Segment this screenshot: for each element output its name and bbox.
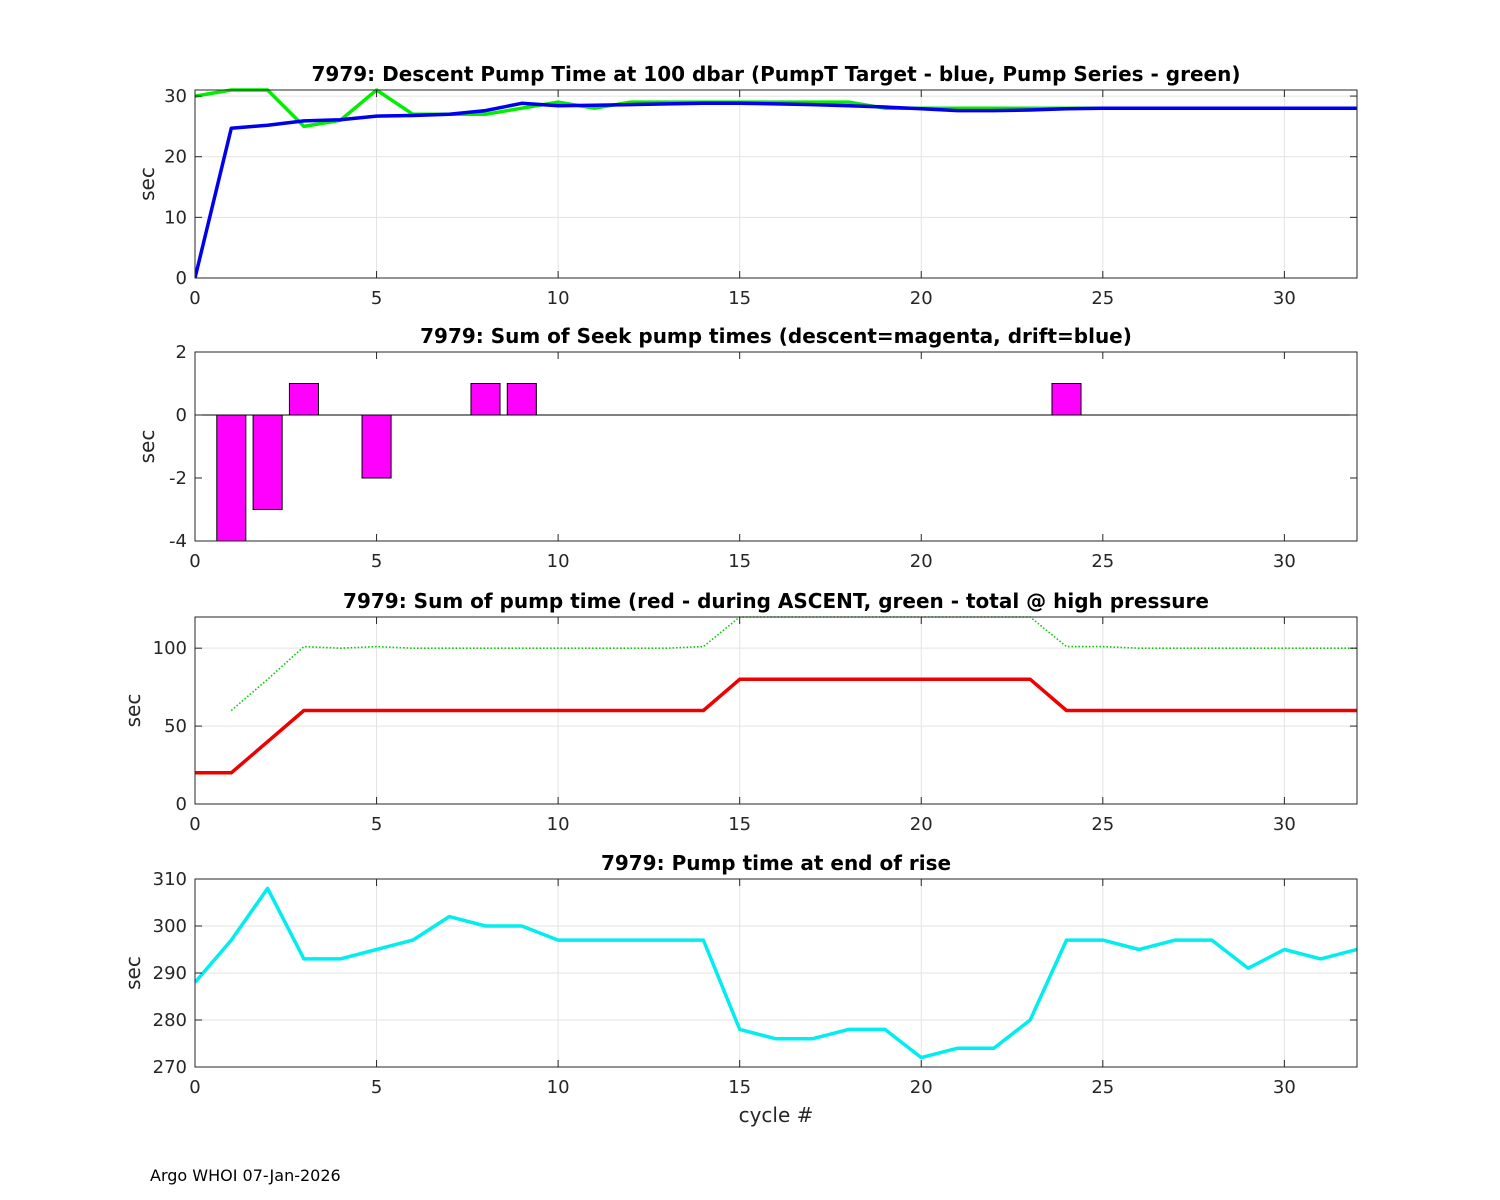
x-tick-label: 30 bbox=[1273, 551, 1296, 572]
plot-area bbox=[195, 90, 1357, 278]
x-tick-label: 0 bbox=[189, 1077, 200, 1098]
footer-credit: Argo WHOI 07-Jan-2026 bbox=[150, 1166, 341, 1185]
x-tick-label: 15 bbox=[728, 288, 751, 309]
bar bbox=[506, 383, 537, 416]
axes-box bbox=[194, 616, 1358, 805]
x-tick-label: 10 bbox=[547, 1077, 570, 1098]
y-tick-label: 310 bbox=[153, 869, 187, 890]
y-tick-label: 300 bbox=[153, 916, 187, 937]
bar bbox=[288, 383, 319, 416]
x-tick-label: 20 bbox=[910, 814, 933, 835]
y-tick-label: 270 bbox=[153, 1057, 187, 1078]
chart-title: 7979: Descent Pump Time at 100 dbar (Pum… bbox=[312, 62, 1241, 86]
y-tick-label: 290 bbox=[153, 963, 187, 984]
y-tick-label: -2 bbox=[169, 468, 187, 489]
y-tick-label: 20 bbox=[164, 147, 187, 168]
x-tick-label: 25 bbox=[1091, 288, 1114, 309]
y-tick-label: 0 bbox=[176, 405, 187, 426]
y-tick-label: 280 bbox=[153, 1010, 187, 1031]
x-tick-label: 20 bbox=[910, 1077, 933, 1098]
bar bbox=[216, 414, 247, 542]
y-tick-label: 50 bbox=[164, 716, 187, 737]
x-tick-label: 20 bbox=[910, 551, 933, 572]
x-tick-label: 10 bbox=[547, 288, 570, 309]
bar bbox=[1051, 383, 1082, 416]
x-tick-label: 5 bbox=[371, 288, 382, 309]
x-tick-label: 0 bbox=[189, 551, 200, 572]
chart-panel-1: 0 5 10 15 20 25 30 0 10 20 30 7979: Descent Pump Ti… bbox=[135, 62, 1358, 309]
bar bbox=[361, 414, 392, 479]
chart-panel-2: 0 5 10 15 20 25 30 -4 -2 0 2 7979: Sum of Seek pump… bbox=[135, 324, 1358, 572]
x-tick-label: 5 bbox=[371, 1077, 382, 1098]
y-tick-label: -4 bbox=[169, 531, 187, 552]
x-tick-label: 15 bbox=[728, 551, 751, 572]
x-tick-label: 30 bbox=[1273, 814, 1296, 835]
x-tick-label: 20 bbox=[910, 288, 933, 309]
x-tick-label: 0 bbox=[189, 288, 200, 309]
x-tick-label: 15 bbox=[728, 814, 751, 835]
x-tick-label: 15 bbox=[728, 1077, 751, 1098]
bar bbox=[470, 383, 501, 416]
y-tick-label: 10 bbox=[164, 207, 187, 228]
y-axis-label: sec bbox=[135, 167, 159, 201]
y-tick-label: 30 bbox=[164, 86, 187, 107]
axes-box bbox=[194, 89, 1358, 279]
x-tick-label: 30 bbox=[1273, 288, 1296, 309]
y-axis-label: sec bbox=[121, 956, 145, 990]
x-axis-label: cycle # bbox=[739, 1103, 814, 1127]
chart-title: 7979: Sum of pump time (red - during ASC… bbox=[343, 589, 1209, 613]
x-tick-label: 25 bbox=[1091, 1077, 1114, 1098]
x-tick-label: 25 bbox=[1091, 814, 1114, 835]
x-tick-label: 25 bbox=[1091, 551, 1114, 572]
y-axis-label: sec bbox=[121, 694, 145, 728]
chart-title: 7979: Pump time at end of rise bbox=[601, 851, 951, 875]
x-tick-label: 5 bbox=[371, 814, 382, 835]
series-line-2 bbox=[195, 101, 1357, 279]
axes-box bbox=[194, 351, 1358, 542]
bar bbox=[252, 414, 283, 510]
y-tick-label: 100 bbox=[153, 638, 187, 659]
x-tick-label: 10 bbox=[547, 814, 570, 835]
x-tick-label: 0 bbox=[189, 814, 200, 835]
chart-panel-4: 0 5 10 15 20 25 30 270 280 290 300 310 7979: Pump ti… bbox=[121, 851, 1358, 1127]
y-tick-label: 0 bbox=[176, 794, 187, 815]
x-tick-label: 5 bbox=[371, 551, 382, 572]
y-tick-label: 2 bbox=[176, 342, 187, 363]
chart-title: 7979: Sum of Seek pump times (descent=ma… bbox=[420, 324, 1132, 348]
y-axis-label: sec bbox=[135, 430, 159, 464]
x-tick-label: 30 bbox=[1273, 1077, 1296, 1098]
series-line-2 bbox=[195, 677, 1357, 775]
y-tick-label: 0 bbox=[176, 268, 187, 289]
x-tick-label: 10 bbox=[547, 551, 570, 572]
series-line-1 bbox=[195, 886, 1357, 1060]
chart-panel-3: 0 5 10 15 20 25 30 0 50 100 7979: Sum of pump time… bbox=[121, 589, 1358, 835]
